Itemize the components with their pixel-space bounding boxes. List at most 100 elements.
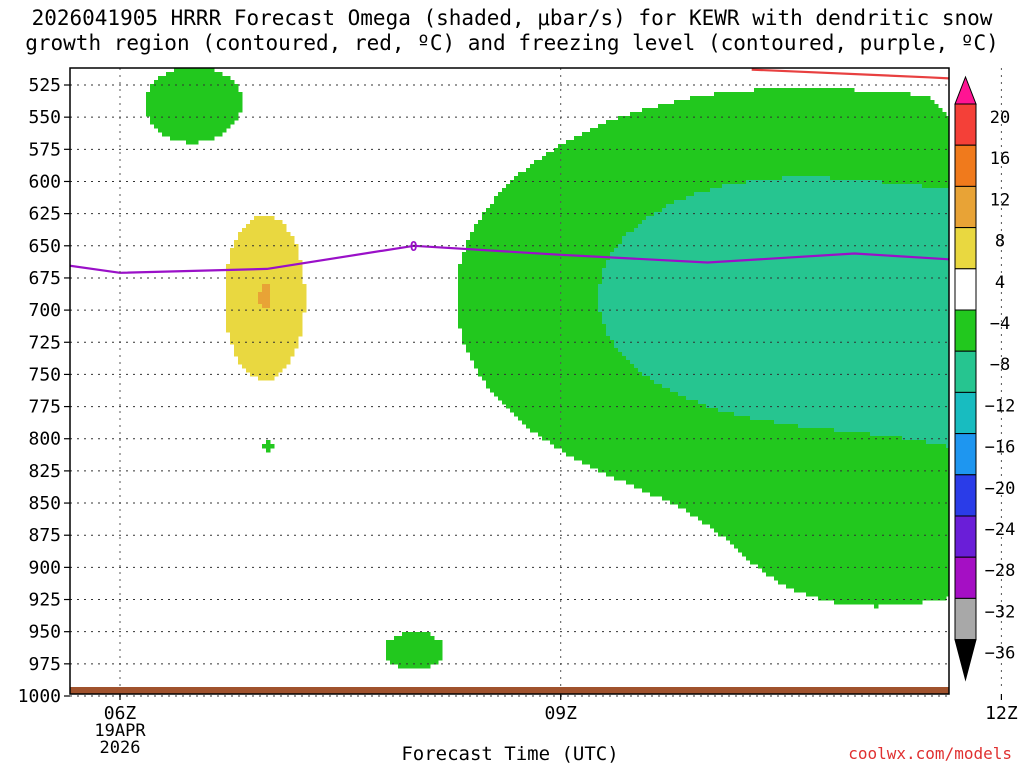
omega-cell [530,268,535,273]
omega-cell [626,460,631,465]
omega-cell [566,184,571,189]
omega-cell [522,188,527,193]
omega-cell [602,388,607,393]
omega-cell [250,292,255,297]
omega-cell [598,216,603,221]
omega-cell [530,356,535,361]
omega-cell [254,368,259,373]
omega-cell [642,300,647,305]
omega-cell [630,228,635,233]
omega-cell [550,236,555,241]
omega-cell [634,344,639,349]
omega-cell [202,92,207,97]
omega-cell [226,328,231,333]
omega-cell [662,340,667,345]
omega-cell [646,408,651,413]
omega-cell [614,248,619,253]
omega-cell [614,232,619,237]
omega-cell [286,288,291,293]
omega-cell [474,300,479,305]
omega-cell [666,404,671,409]
omega-cell [614,376,619,381]
omega-cell [582,196,587,201]
omega-cell [486,280,491,285]
omega-cell [578,400,583,405]
omega-cell [610,448,615,453]
omega-cell [658,196,663,201]
omega-cell [514,396,519,401]
omega-cell [654,220,659,225]
omega-cell [570,276,575,281]
omega-cell [654,108,659,113]
omega-cell [598,352,603,357]
omega-cell [582,316,587,321]
omega-cell [594,412,599,417]
omega-cell [598,424,603,429]
omega-cell [606,464,611,469]
omega-cell [470,264,475,269]
omega-cell [662,104,667,109]
omega-cell [626,132,631,137]
omega-cell [526,368,531,373]
omega-cell [298,288,303,293]
omega-cell [582,264,587,269]
omega-cell [578,312,583,317]
omega-cell [498,288,503,293]
omega-cell [590,356,595,361]
omega-cell [666,368,671,373]
omega-cell [486,348,491,353]
omega-cell [582,328,587,333]
omega-cell [214,92,219,97]
omega-cell [634,380,639,385]
omega-cell [290,324,295,329]
omega-cell [242,356,247,361]
omega-cell [642,328,647,333]
omega-cell [518,284,523,289]
omega-cell [542,184,547,189]
omega-cell [558,196,563,201]
omega-cell [574,152,579,157]
omega-cell [482,256,487,261]
omega-cell [522,224,527,229]
omega-cell [550,276,555,281]
omega-cell [258,240,263,245]
omega-cell [214,108,219,113]
omega-cell [558,160,563,165]
omega-cell [498,364,503,369]
omega-cell [554,256,559,261]
omega-cell [542,196,547,201]
omega-cell [602,168,607,173]
omega-cell [622,388,627,393]
omega-cell [622,380,627,385]
omega-cell [458,272,463,277]
omega-cell [626,320,631,325]
omega-cell [626,436,631,441]
omega-cell [562,184,567,189]
omega-cell [530,168,535,173]
omega-cell [582,244,587,249]
omega-cell [154,112,159,117]
omega-cell [634,388,639,393]
omega-cell [618,224,623,229]
omega-cell [634,124,639,129]
omega-cell [670,316,675,321]
omega-cell [238,352,243,357]
omega-cell [654,300,659,305]
omega-cell [466,292,471,297]
omega-cell [542,392,547,397]
omega-cell [598,172,603,177]
omega-cell [482,272,487,277]
omega-cell [658,308,663,313]
omega-cell [606,292,611,297]
omega-cell [522,360,527,365]
omega-cell [502,288,507,293]
omega-cell [650,464,655,469]
omega-cell [166,120,171,125]
omega-cell [510,208,515,213]
omega-cell [598,152,603,157]
omega-cell [546,164,551,169]
omega-cell [542,208,547,213]
omega-cell [606,360,611,365]
omega-cell [526,424,531,429]
omega-cell [538,216,543,221]
